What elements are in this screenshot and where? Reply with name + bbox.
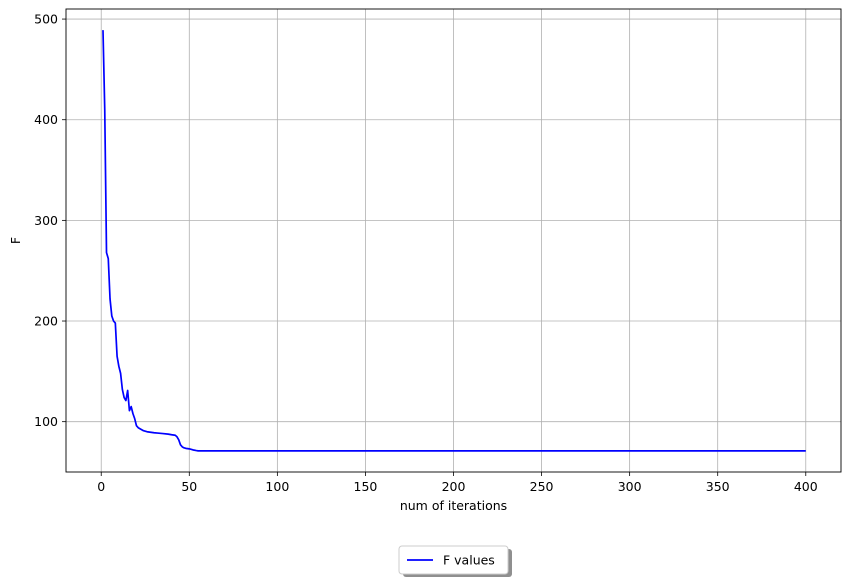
x-tick-label: 250 <box>530 479 554 494</box>
x-tick-label: 350 <box>706 479 730 494</box>
y-tick-label: 200 <box>34 314 58 329</box>
series-line-f-values <box>102 30 806 452</box>
x-tick-label: 0 <box>97 479 105 494</box>
x-axis-ticks: 0 50 100 150 200 250 300 350 400 <box>97 472 818 494</box>
y-axis-ticks: 100 200 300 400 500 <box>34 12 66 429</box>
y-tick-label: 500 <box>34 12 58 27</box>
y-tick-label: 100 <box>34 414 58 429</box>
y-tick-label: 300 <box>34 213 58 228</box>
x-tick-label: 100 <box>265 479 289 494</box>
x-tick-label: 150 <box>354 479 378 494</box>
legend-box <box>398 545 509 575</box>
legend-label-f-values: F values <box>443 553 495 568</box>
legend: F values <box>398 545 512 577</box>
x-tick-label: 300 <box>618 479 642 494</box>
x-axis-label: num of iterations <box>400 498 507 513</box>
x-tick-label: 200 <box>442 479 466 494</box>
grid-lines <box>66 9 841 472</box>
x-tick-label: 400 <box>794 479 818 494</box>
y-axis-label: F <box>8 237 23 244</box>
x-tick-label: 50 <box>181 479 197 494</box>
y-tick-label: 400 <box>34 112 58 127</box>
series-layer <box>102 30 806 452</box>
